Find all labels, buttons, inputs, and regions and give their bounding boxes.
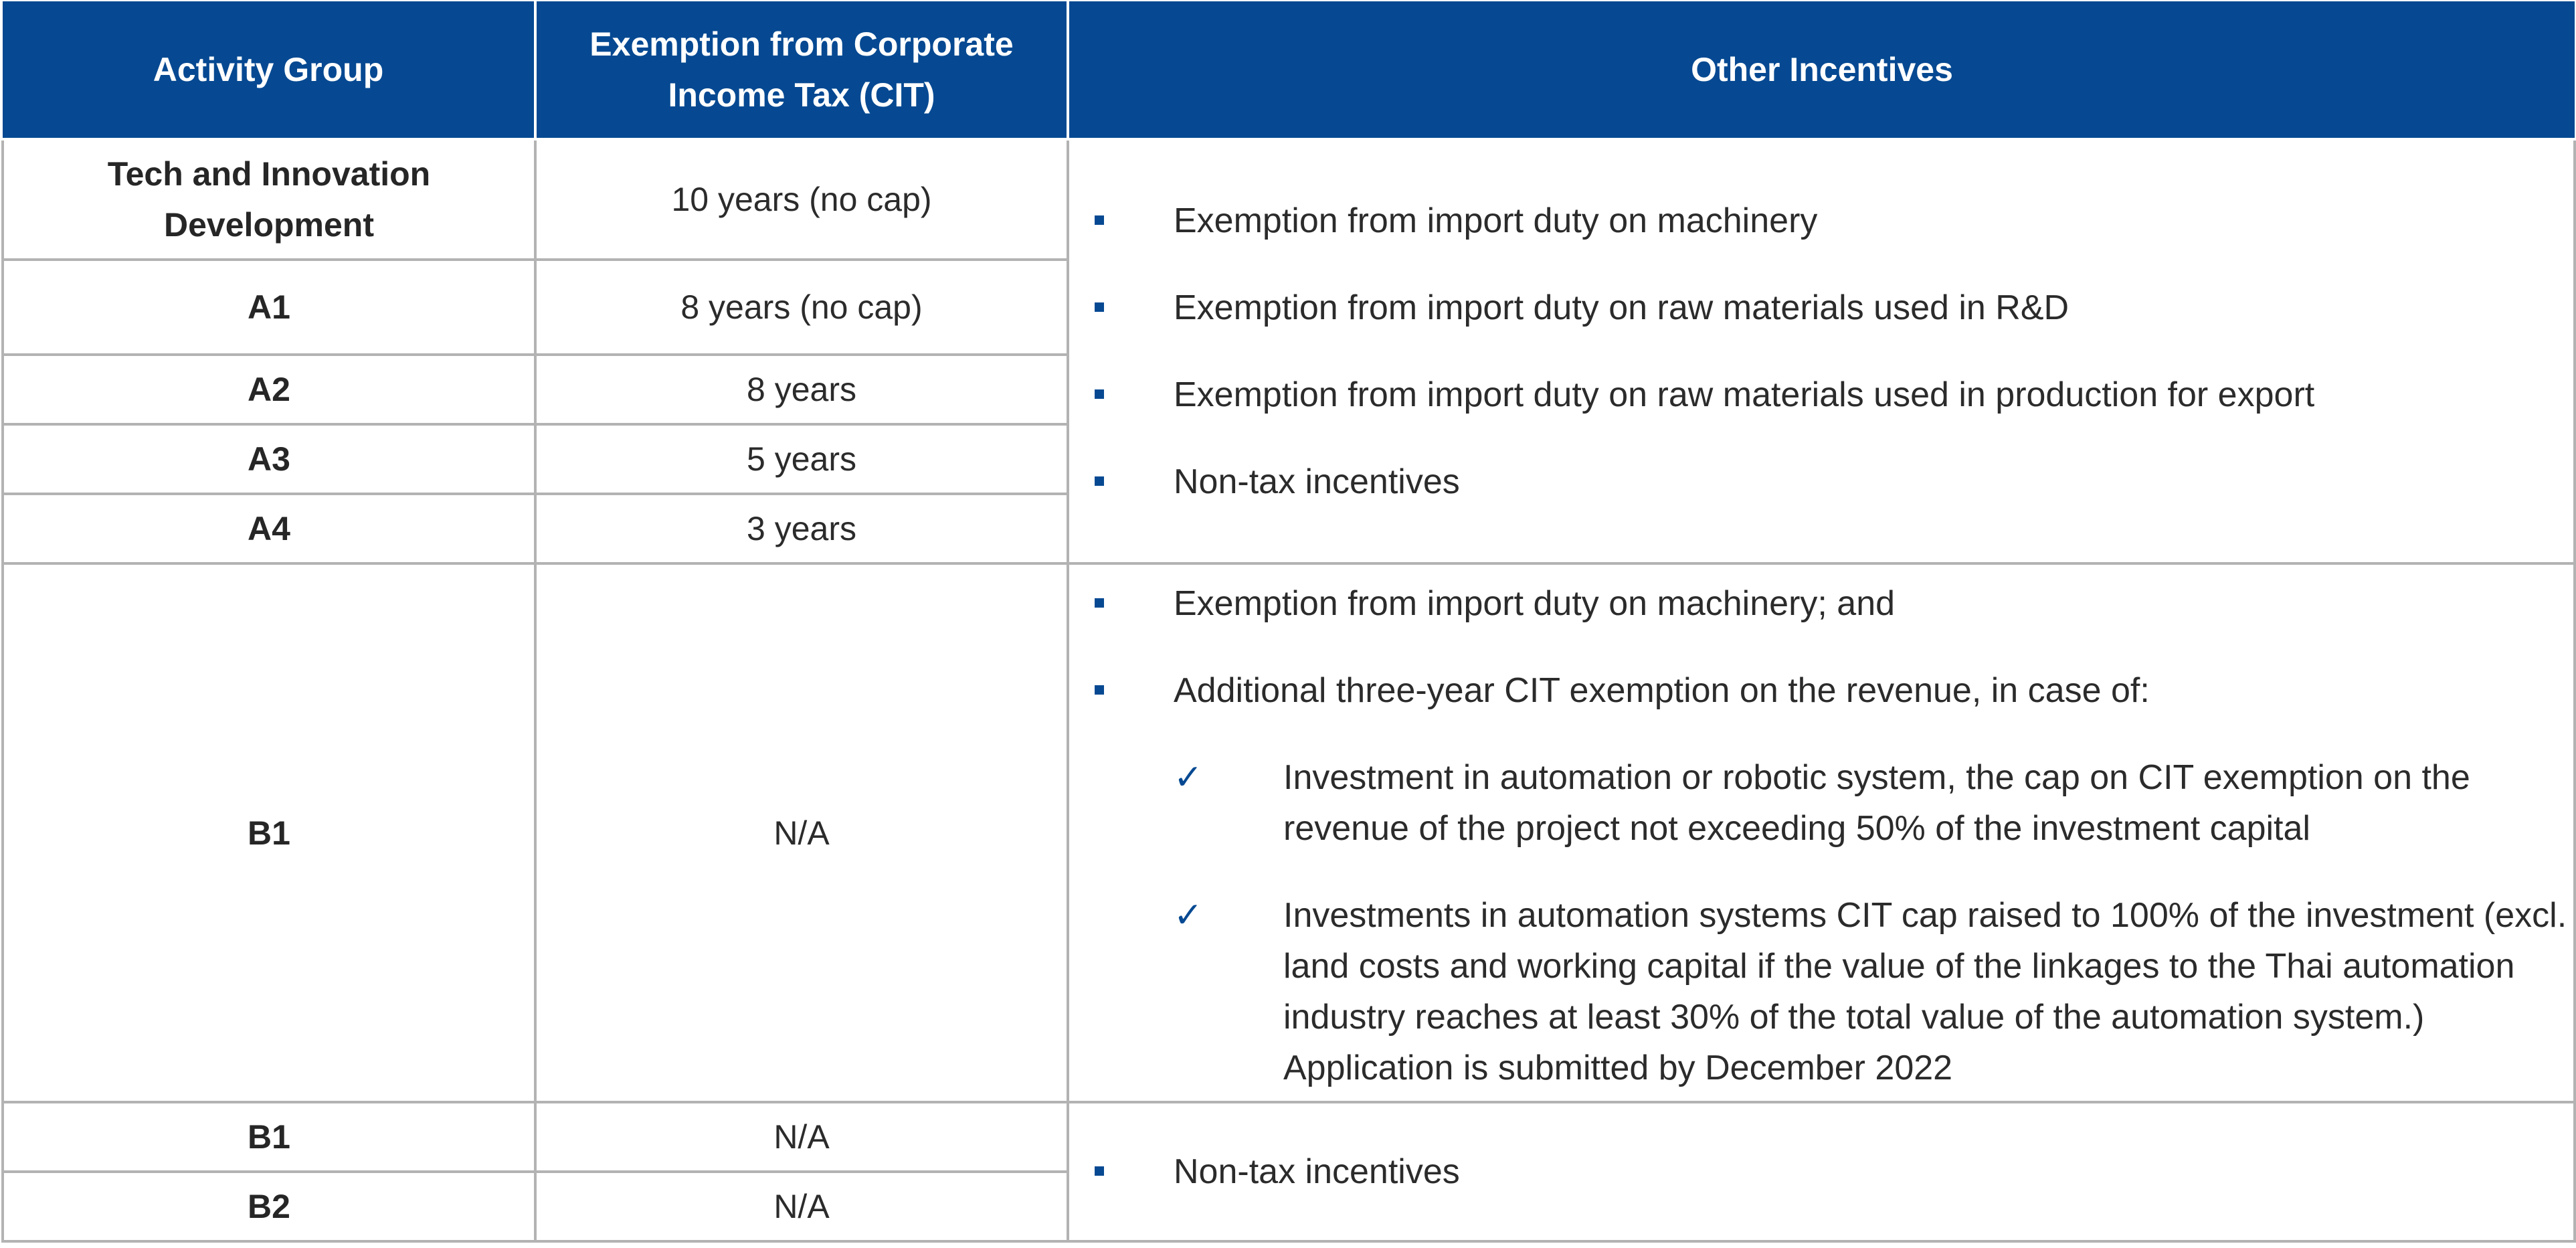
incentive-text: Non-tax incentives — [1174, 1152, 1460, 1191]
list-item: Additional three-year CIT exemption on t… — [1069, 665, 2573, 1093]
activity-group-cell: B1 — [1, 562, 537, 1103]
incentives-list: Exemption from import duty on machinery;… — [1069, 578, 2573, 1093]
incentive-text: Additional three-year CIT exemption on t… — [1174, 671, 2150, 710]
square-bullet-icon — [1095, 389, 1104, 399]
list-item: ✓ Investment in automation or robotic sy… — [1174, 752, 2573, 854]
header-activity-group: Activity Group — [3, 1, 537, 141]
list-item: Exemption from import duty on raw materi… — [1069, 282, 2573, 333]
incentive-text: Exemption from import duty on raw materi… — [1174, 375, 2315, 414]
condition-text: Investment in automation or robotic syst… — [1283, 758, 2470, 848]
table-header-row: Activity Group Exemption from Corporate … — [3, 1, 2575, 141]
activity-group-cell: Tech and Innovation Development — [1, 138, 537, 261]
activity-group-cell: B1 — [1, 1101, 537, 1173]
square-bullet-icon — [1095, 685, 1104, 695]
condition-list: ✓ Investment in automation or robotic sy… — [1174, 752, 2573, 1093]
activity-group-cell: A4 — [1, 493, 537, 565]
checkmark-icon: ✓ — [1174, 895, 1203, 935]
cit-exemption-cell: 5 years — [534, 423, 1069, 495]
square-bullet-icon — [1095, 1166, 1104, 1176]
list-item: Exemption from import duty on raw materi… — [1069, 369, 2573, 420]
activity-group-cell: A3 — [1, 423, 537, 495]
table-row: B1 N/A Non-tax incentives — [1, 1101, 2576, 1243]
cit-exemption-cell: N/A — [534, 562, 1069, 1103]
cit-exemption-cell: 8 years (no cap) — [534, 258, 1069, 356]
incentives-list: Exemption from import duty on machinery … — [1069, 195, 2573, 507]
activity-group-cell: B2 — [1, 1170, 537, 1243]
condition-text: Investments in automation systems CIT ca… — [1283, 896, 2567, 1087]
square-bullet-icon — [1095, 215, 1104, 225]
incentive-text: Exemption from import duty on machinery — [1174, 201, 1818, 240]
cit-exemption-cell: 10 years (no cap) — [534, 138, 1069, 261]
cit-exemption-cell: 8 years — [534, 353, 1069, 426]
list-item: ✓ Investments in automation systems CIT … — [1174, 890, 2573, 1093]
list-item: Exemption from import duty on machinery;… — [1069, 578, 2573, 629]
list-item: Non-tax incentives — [1069, 1146, 2573, 1197]
table-row: A2 8 years — [1, 353, 2575, 426]
square-bullet-icon — [1095, 598, 1104, 608]
cit-exemption-cell: 3 years — [534, 493, 1069, 565]
incentive-text: Non-tax incentives — [1174, 462, 1460, 501]
list-item: Exemption from import duty on machinery — [1069, 195, 2573, 246]
checkmark-icon: ✓ — [1174, 757, 1203, 798]
square-bullet-icon — [1095, 302, 1104, 312]
table-row: B1 N/A Exemption from import duty on mac… — [1, 562, 2576, 1103]
list-item: Non-tax incentives — [1069, 456, 2573, 507]
table-row: B2 N/A — [1, 1170, 2575, 1243]
other-incentives-cell: Non-tax incentives — [1067, 1101, 2576, 1243]
cit-exemption-cell: N/A — [534, 1101, 1069, 1173]
incentive-text: Exemption from import duty on raw materi… — [1174, 288, 2069, 327]
other-incentives-cell: Exemption from import duty on machinery … — [1067, 138, 2576, 565]
cit-exemption-cell: N/A — [534, 1170, 1069, 1243]
activity-group-cell: A1 — [1, 258, 537, 356]
table-row: A4 3 years — [1, 493, 2575, 565]
header-other-incentives: Other Incentives — [1067, 1, 2575, 141]
activity-group-cell: A2 — [1, 353, 537, 426]
header-cit-exemption: Exemption from Corporate Income Tax (CIT… — [534, 1, 1069, 141]
table-row: A1 8 years (no cap) — [1, 258, 2575, 356]
table-row: A3 5 years — [1, 423, 2575, 495]
incentives-list: Non-tax incentives — [1069, 1146, 2573, 1197]
square-bullet-icon — [1095, 476, 1104, 486]
incentive-text: Exemption from import duty on machinery;… — [1174, 584, 1896, 623]
table-row: Tech and Innovation Development 10 years… — [1, 138, 2576, 565]
other-incentives-cell: Exemption from import duty on machinery;… — [1067, 562, 2576, 1103]
